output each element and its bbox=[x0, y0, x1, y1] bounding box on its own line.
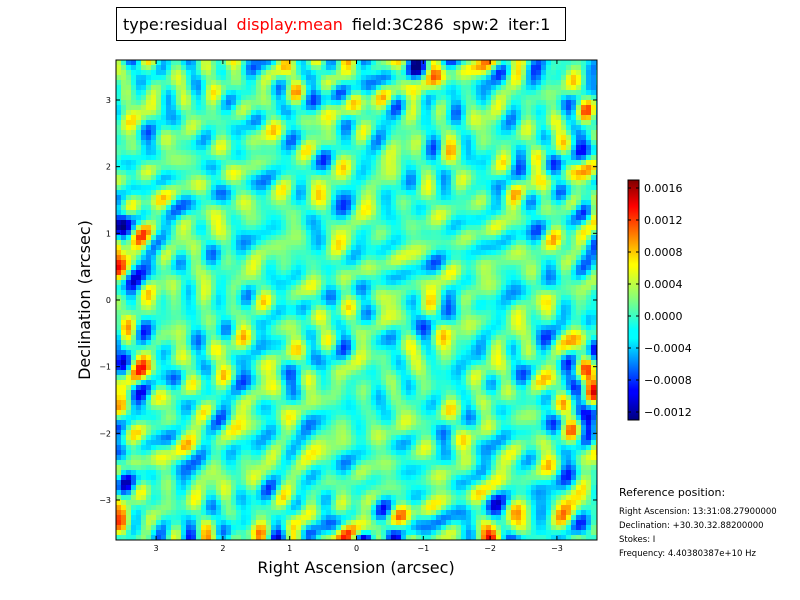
y-tick-label: 1 bbox=[106, 229, 111, 238]
y-axis-label: Declination (arcsec) bbox=[75, 220, 94, 380]
y-tick-label: 0 bbox=[106, 296, 111, 305]
x-tick-label: −3 bbox=[551, 544, 563, 553]
x-tick-label: 1 bbox=[287, 544, 292, 553]
reference-position-block: Reference position: Right Ascension: 13:… bbox=[619, 486, 777, 561]
colorbar-tick-label: −0.0004 bbox=[644, 342, 692, 355]
colorbar bbox=[627, 179, 640, 421]
title-field: field:3C286 bbox=[351, 14, 444, 34]
y-tick-label: −2 bbox=[99, 429, 111, 438]
colorbar-tick-label: −0.0008 bbox=[644, 374, 692, 387]
x-tick-label: −2 bbox=[484, 544, 496, 553]
title-spw: spw:2 bbox=[452, 14, 500, 34]
title-type: type:residual bbox=[123, 14, 228, 34]
y-tick-label: −1 bbox=[99, 363, 111, 372]
x-axis-ticks: 3 2 1 0 −1 −2 −3 bbox=[154, 60, 563, 553]
reference-title: Reference position: bbox=[619, 486, 726, 499]
reference-dec: Declination: +30.30.32.88200000 bbox=[619, 521, 764, 531]
x-tick-label: 2 bbox=[220, 544, 225, 553]
reference-ra: Right Ascension: 13:31:08.27900000 bbox=[619, 507, 777, 517]
y-tick-label: −3 bbox=[99, 496, 111, 505]
colorbar-tick-label: 0.0004 bbox=[644, 278, 683, 291]
residual-image bbox=[116, 60, 597, 540]
x-tick-label: 0 bbox=[354, 544, 359, 553]
x-tick-label: 3 bbox=[154, 544, 159, 553]
colorbar-tick-label: 0.0000 bbox=[644, 310, 683, 323]
colorbar-tick-label: 0.0016 bbox=[644, 182, 683, 195]
title-iter: iter:1 bbox=[508, 14, 551, 34]
colorbar-ticks: 0.0016 0.0012 0.0008 0.0004 0.0000 −0.0004 −0.… bbox=[628, 182, 692, 419]
y-tick-label: 2 bbox=[106, 163, 111, 172]
plot-title-box: type:residual display:mean field:3C286 s… bbox=[116, 7, 566, 41]
y-axis-ticks: 3 2 1 0 −1 −2 −3 bbox=[99, 96, 597, 505]
reference-stokes: Stokes: I bbox=[619, 535, 656, 545]
colorbar-tick-label: 0.0008 bbox=[644, 246, 683, 259]
colorbar-tick-label: −0.0012 bbox=[644, 406, 692, 419]
x-tick-label: −1 bbox=[417, 544, 429, 553]
reference-frequency: Frequency: 4.40380387e+10 Hz bbox=[619, 549, 756, 559]
y-tick-label: 3 bbox=[106, 96, 111, 105]
x-axis-label: Right Ascension (arcsec) bbox=[257, 558, 454, 577]
title-display: display:mean bbox=[236, 14, 343, 34]
colorbar-tick-label: 0.0012 bbox=[644, 214, 683, 227]
